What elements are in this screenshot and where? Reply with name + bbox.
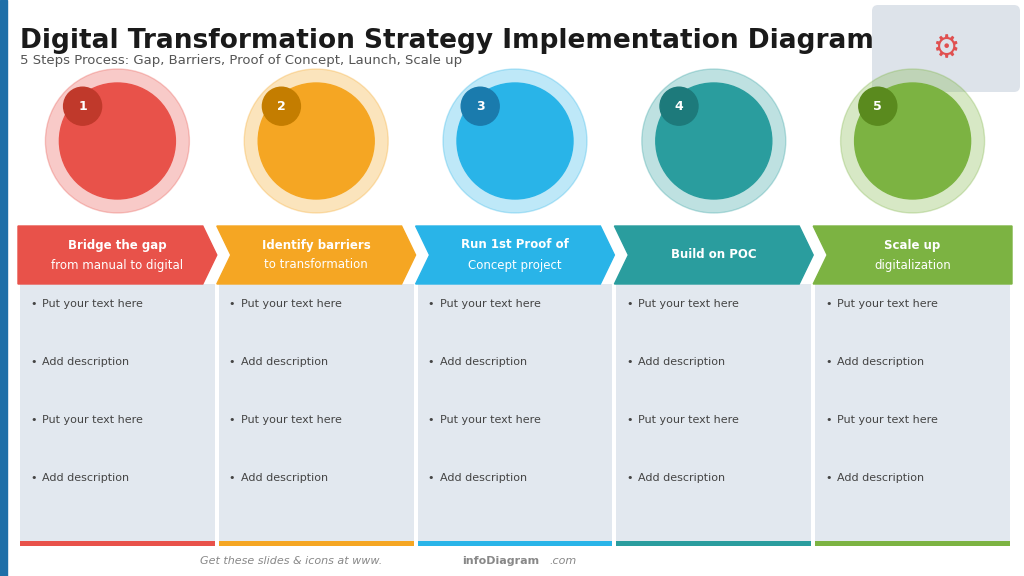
Text: Bridge the gap: Bridge the gap [68, 238, 167, 252]
Circle shape [244, 69, 388, 213]
Text: 4: 4 [675, 100, 683, 113]
Text: •: • [627, 415, 633, 425]
Text: Digital Transformation Strategy Implementation Diagram: Digital Transformation Strategy Implemen… [20, 28, 873, 54]
Bar [418, 541, 612, 546]
Circle shape [859, 87, 897, 125]
Text: •: • [228, 357, 236, 367]
Polygon shape [416, 226, 614, 284]
Text: Put your text here: Put your text here [439, 415, 541, 425]
Text: Put your text here: Put your text here [838, 299, 938, 309]
Circle shape [258, 83, 374, 199]
Text: •: • [428, 473, 434, 483]
Text: from manual to digital: from manual to digital [51, 259, 183, 271]
Text: •: • [627, 299, 633, 309]
Text: Put your text here: Put your text here [439, 299, 541, 309]
Text: infoDiagram: infoDiagram [462, 556, 539, 566]
Bar [20, 284, 215, 546]
Circle shape [63, 87, 101, 125]
Text: Concept project: Concept project [468, 259, 562, 271]
Circle shape [841, 69, 985, 213]
Text: •: • [30, 415, 37, 425]
Bar [815, 541, 1010, 546]
Text: Add description: Add description [42, 473, 129, 483]
Text: Build on POC: Build on POC [671, 248, 757, 262]
Text: •: • [228, 415, 236, 425]
Circle shape [461, 87, 500, 125]
Text: •: • [627, 473, 633, 483]
Circle shape [655, 83, 772, 199]
Text: 3: 3 [476, 100, 484, 113]
Circle shape [642, 69, 785, 213]
Bar [0, 0, 7, 576]
Text: Add description: Add description [241, 473, 328, 483]
Text: Add description: Add description [838, 473, 925, 483]
Text: to transformation: to transformation [264, 259, 368, 271]
Text: •: • [825, 473, 831, 483]
Bar [418, 284, 612, 546]
Circle shape [443, 69, 587, 213]
Text: digitalization: digitalization [874, 259, 951, 271]
Text: Add description: Add description [638, 473, 726, 483]
Text: Put your text here: Put your text here [42, 415, 143, 425]
Text: .com: .com [549, 556, 577, 566]
FancyBboxPatch shape [872, 5, 1020, 92]
Polygon shape [18, 226, 217, 284]
Text: Put your text here: Put your text here [241, 299, 342, 309]
Text: Add description: Add description [638, 357, 726, 367]
Circle shape [855, 83, 971, 199]
Text: •: • [428, 357, 434, 367]
Text: Add description: Add description [241, 357, 328, 367]
Circle shape [262, 87, 300, 125]
Text: •: • [30, 357, 37, 367]
Text: Put your text here: Put your text here [42, 299, 143, 309]
Text: Identify barriers: Identify barriers [262, 238, 371, 252]
Text: 1: 1 [78, 100, 87, 113]
Text: •: • [428, 415, 434, 425]
Bar [616, 541, 811, 546]
Text: Scale up: Scale up [885, 238, 941, 252]
Text: •: • [30, 473, 37, 483]
Text: •: • [30, 299, 37, 309]
Polygon shape [614, 226, 813, 284]
Text: •: • [228, 473, 236, 483]
Text: •: • [825, 415, 831, 425]
Bar [219, 284, 414, 546]
Text: Add description: Add description [838, 357, 925, 367]
Circle shape [660, 87, 698, 125]
Text: Add description: Add description [42, 357, 129, 367]
Text: Run 1st Proof of: Run 1st Proof of [461, 238, 569, 252]
Text: Put your text here: Put your text here [241, 415, 342, 425]
Text: 2: 2 [278, 100, 286, 113]
Polygon shape [813, 226, 1012, 284]
Text: Put your text here: Put your text here [638, 299, 739, 309]
Circle shape [45, 69, 189, 213]
Text: Get these slides & icons at www.: Get these slides & icons at www. [200, 556, 382, 566]
Text: •: • [825, 357, 831, 367]
Text: ⚙: ⚙ [932, 35, 959, 63]
Bar [616, 284, 811, 546]
Bar [20, 541, 215, 546]
Bar [219, 541, 414, 546]
Text: •: • [825, 299, 831, 309]
Circle shape [59, 83, 175, 199]
Text: Add description: Add description [439, 473, 526, 483]
Text: •: • [428, 299, 434, 309]
Bar [815, 284, 1010, 546]
Text: •: • [627, 357, 633, 367]
Text: Add description: Add description [439, 357, 526, 367]
Text: 5: 5 [873, 100, 882, 113]
Text: Put your text here: Put your text here [638, 415, 739, 425]
Text: Put your text here: Put your text here [838, 415, 938, 425]
Text: •: • [228, 299, 236, 309]
Polygon shape [217, 226, 416, 284]
Text: 5 Steps Process: Gap, Barriers, Proof of Concept, Launch, Scale up: 5 Steps Process: Gap, Barriers, Proof of… [20, 54, 462, 67]
Circle shape [457, 83, 573, 199]
